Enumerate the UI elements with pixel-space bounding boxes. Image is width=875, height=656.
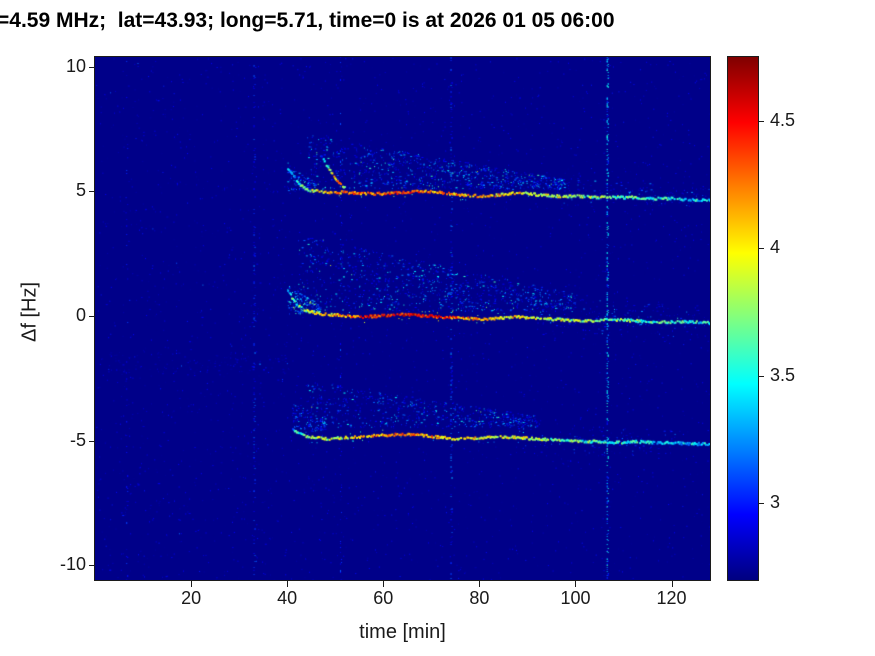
y-tick-mark (89, 565, 95, 567)
x-tick-mark (287, 581, 289, 587)
y-tick-label: -5 (69, 429, 86, 450)
x-tick-mark (575, 581, 577, 587)
x-axis-label: time [min] (359, 621, 446, 643)
colorbar-tick-label: 4.5 (770, 109, 796, 130)
y-tick-label: 10 (65, 55, 86, 76)
x-tick-mark (671, 581, 673, 587)
colorbar-tick-label: 4 (770, 237, 781, 258)
x-tick-label: 60 (373, 588, 394, 608)
x-tick-label: 80 (469, 588, 490, 608)
colorbar-tick-mark (759, 120, 764, 122)
colorbar-tick-mark (759, 503, 764, 505)
colorbar-tick-label: 3.5 (770, 364, 796, 385)
colorbar-tick-mark (759, 248, 764, 250)
x-tick-label: 20 (181, 588, 202, 608)
x-tick-label: 120 (656, 588, 687, 608)
y-tick-mark (89, 440, 95, 442)
x-tick-label: 100 (560, 588, 591, 608)
y-tick-mark (89, 191, 95, 193)
x-tick-mark (191, 581, 193, 587)
figure-title: =4.59 MHz; lat=43.93; long=5.71, time=0 … (0, 9, 615, 32)
spectrogram-canvas (94, 56, 711, 581)
y-tick-mark (89, 66, 95, 68)
x-tick-mark (383, 581, 385, 587)
x-tick-mark (479, 581, 481, 587)
x-tick-label: 40 (277, 588, 298, 608)
y-tick-label: 0 (75, 305, 86, 325)
y-tick-label: 5 (75, 180, 86, 201)
y-tick-mark (89, 316, 95, 317)
colorbar-tick-mark (759, 375, 764, 377)
colorbar-tick-label: 3 (770, 492, 781, 513)
y-tick-label: -10 (59, 554, 86, 575)
colorbar (727, 56, 759, 581)
